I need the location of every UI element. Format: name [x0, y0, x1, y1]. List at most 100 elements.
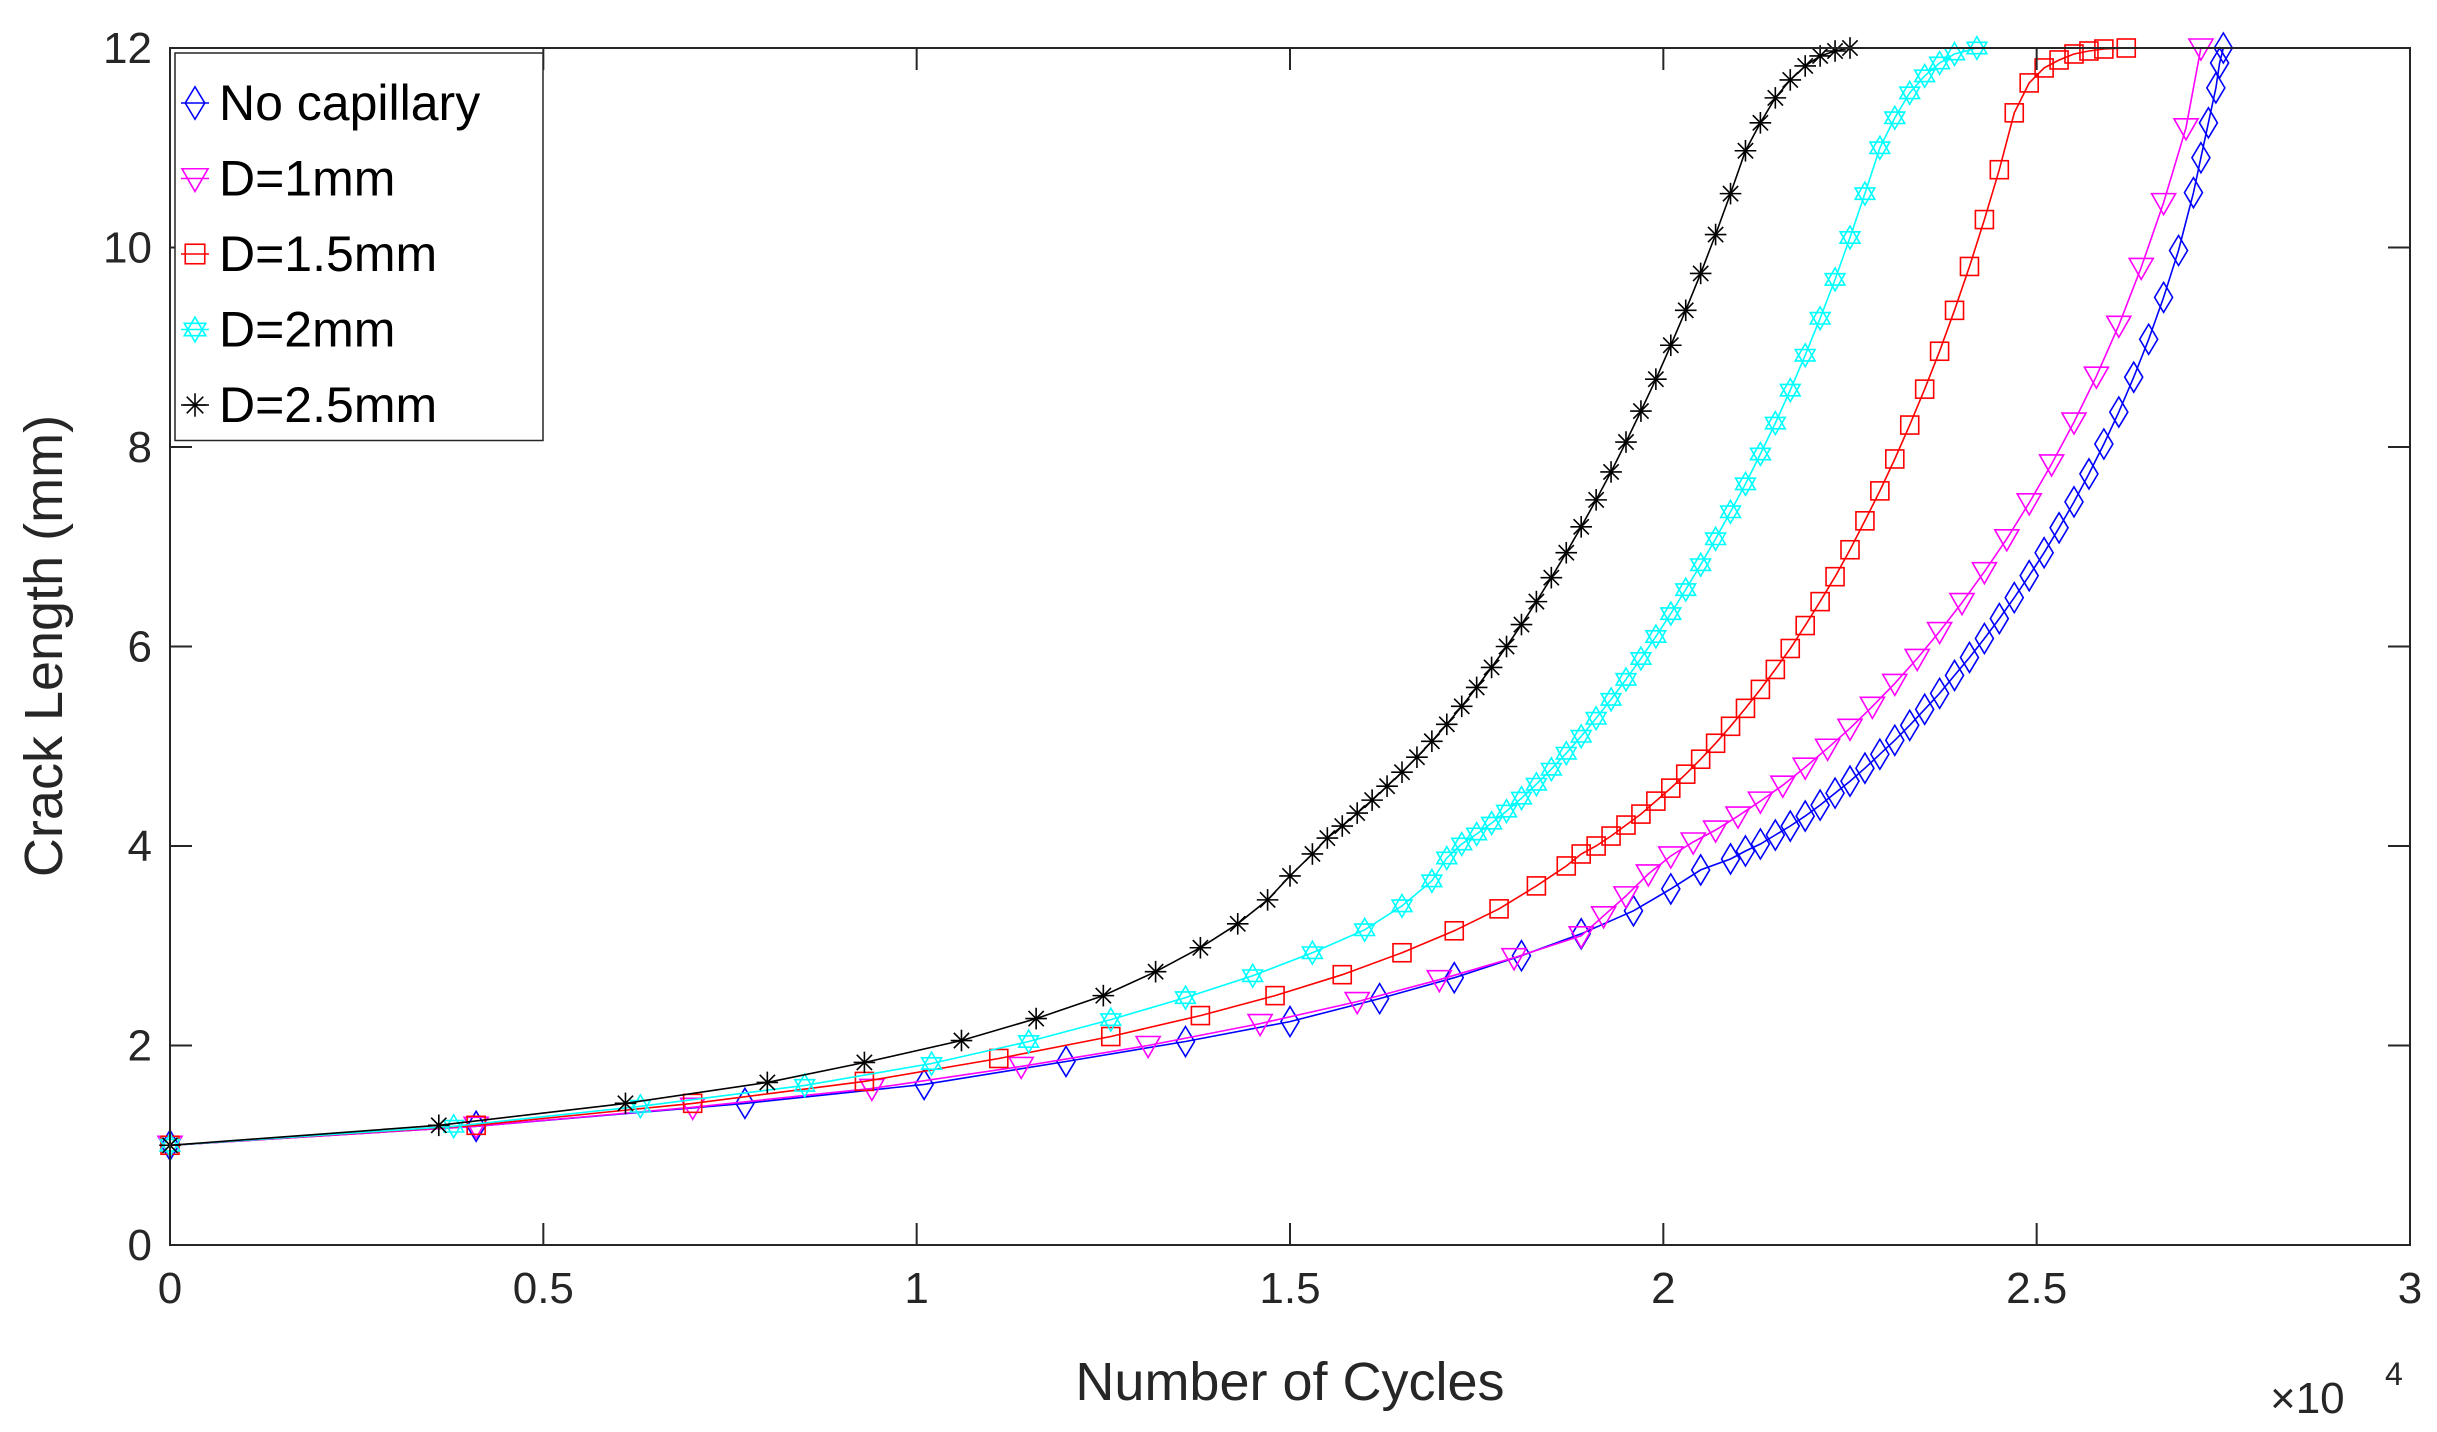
series-point: [1948, 592, 1976, 617]
series-point: [1092, 984, 1115, 1007]
series-point: [1926, 621, 1953, 646]
series-point-part: [1555, 740, 1578, 760]
series-point: [1189, 936, 1212, 959]
series-point: [2049, 511, 2069, 545]
series-point-part: [1796, 57, 1814, 75]
series-point: [1571, 844, 1591, 864]
series-point: [1425, 969, 1453, 994]
series-point-part: [1408, 749, 1426, 766]
series-point: [1734, 139, 1757, 162]
series-point: [1690, 749, 1711, 770]
series-point: [1343, 991, 1371, 1016]
series-d-1mm: [156, 38, 2215, 1159]
series-point-part: [1659, 600, 1683, 621]
series-point: [2127, 257, 2155, 282]
series-point-part: [1525, 777, 1548, 798]
series-point-part: [1259, 891, 1276, 909]
series-point: [1993, 528, 2021, 553]
series-point: [1749, 441, 1772, 467]
series-point: [1840, 764, 1860, 798]
series-point-part: [953, 1032, 970, 1049]
series-point: [1631, 804, 1651, 824]
series-point: [182, 315, 208, 344]
series-point: [1959, 640, 1980, 675]
series-point: [2191, 141, 2211, 175]
series-point: [1616, 815, 1636, 835]
series-point: [920, 1050, 943, 1077]
series-point: [1444, 920, 1465, 941]
series-point-part: [1898, 79, 1921, 100]
series-point-part: [1174, 991, 1197, 1011]
series-point-part: [1301, 946, 1324, 966]
series-point: [1635, 864, 1662, 888]
series-point-part: [1704, 525, 1727, 546]
series-point-part: [1779, 383, 1802, 404]
series-point: [1855, 751, 1875, 785]
series-point: [2083, 366, 2110, 390]
series-point: [1704, 223, 1727, 246]
series-point-part: [1348, 804, 1366, 822]
series-point-part: [1450, 837, 1473, 858]
series-point-part: [1719, 505, 1742, 525]
series-point: [1869, 737, 1890, 771]
series-point-part: [1853, 187, 1877, 207]
series-point: [2079, 41, 2099, 61]
series-point: [1944, 300, 1965, 321]
series-point-part: [1599, 686, 1623, 706]
series-line: [169, 47, 1851, 1147]
series-point: [1495, 798, 1518, 825]
series-point: [1436, 713, 1458, 736]
series-point-part: [759, 1074, 776, 1091]
x-tick-label: 1.5: [1259, 1264, 1320, 1313]
series-point: [1719, 182, 1742, 205]
series-point: [1601, 826, 1621, 846]
x-tick-label: 3: [2398, 1264, 2422, 1313]
series-point-part: [1677, 302, 1694, 319]
series-point: [1779, 69, 1802, 91]
series-point: [1823, 266, 1847, 293]
series-point: [2153, 280, 2174, 314]
series-point: [1881, 673, 1909, 698]
series-point: [1705, 733, 1726, 754]
series-point-part: [1707, 226, 1724, 243]
series-point: [1853, 180, 1877, 207]
series-point: [1859, 696, 1886, 720]
series-point: [1646, 791, 1666, 811]
series-point: [735, 1086, 755, 1120]
series-point-part: [1662, 337, 1680, 354]
series-point: [1868, 134, 1892, 161]
series-point-part: [1808, 305, 1832, 325]
series-point: [1747, 791, 1774, 815]
series-point: [1480, 810, 1503, 837]
series-point: [1353, 916, 1376, 943]
series-point: [2049, 50, 2069, 70]
series-point: [1702, 820, 1729, 844]
y-tick-label: 0: [128, 1221, 152, 1270]
series-point-part: [1420, 867, 1444, 888]
series-point-part: [1543, 569, 1560, 586]
series-point-part: [1229, 915, 1246, 933]
y-tick-label: 12: [103, 24, 152, 73]
series-point: [1750, 827, 1771, 861]
series-point-part: [1928, 56, 1951, 76]
series-point: [2004, 103, 2025, 123]
y-tick-label: 8: [128, 423, 152, 472]
series-point-part: [1483, 659, 1500, 676]
series-point: [1735, 698, 1756, 719]
series-point-part: [1174, 984, 1197, 1005]
series-point-part: [1689, 558, 1712, 578]
series-point: [1765, 818, 1786, 852]
series-point-part: [1868, 141, 1892, 161]
series-point-part: [1734, 470, 1757, 491]
series-point-part: [182, 315, 208, 337]
series-point-part: [1793, 342, 1817, 362]
series-point: [2038, 454, 2065, 478]
series-point-part: [1334, 817, 1351, 835]
series-point: [462, 1116, 490, 1140]
series-point: [1585, 489, 1607, 511]
series-point-part: [1192, 939, 1209, 956]
series-point: [1241, 962, 1264, 989]
series-point-part: [1764, 416, 1787, 437]
series-point: [1764, 410, 1787, 437]
series-point-part: [856, 1054, 873, 1071]
